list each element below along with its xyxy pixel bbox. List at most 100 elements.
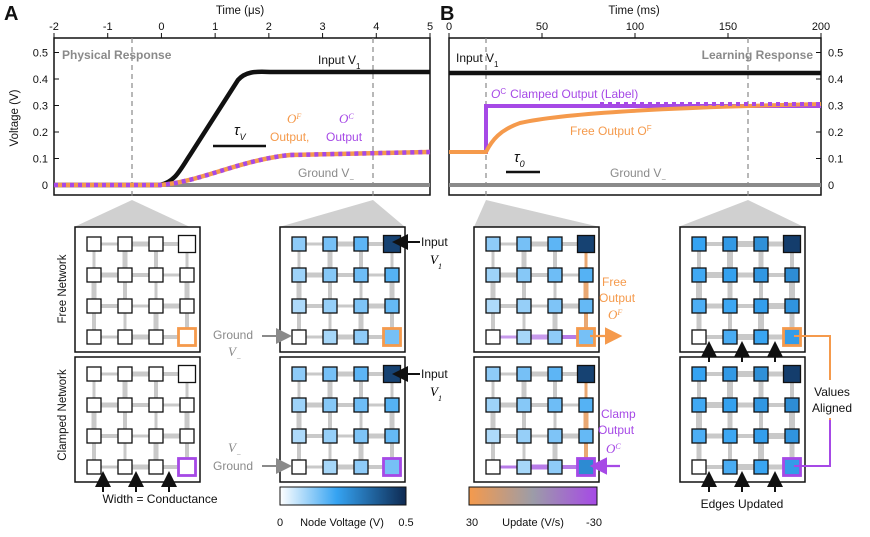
panel-b-voltage-tick-label: 0 — [828, 180, 834, 192]
panel-a-tau-label: τV — [234, 122, 247, 142]
network-node — [753, 366, 769, 382]
network-node — [322, 428, 338, 444]
panel-a-input-label: Input V1 — [318, 53, 361, 71]
panel-b-y-ticks: 0 0.1 0.2 0.3 0.4 0.5 — [816, 48, 843, 192]
network-node — [547, 459, 563, 475]
panel-a-output-oc-line — [54, 149, 431, 188]
network-node — [179, 267, 195, 283]
network-node — [784, 267, 800, 283]
network-node — [753, 236, 769, 252]
panel-b-ground-label: Ground V− — [610, 166, 666, 184]
network-node — [578, 298, 594, 314]
colorbar-node-voltage — [279, 486, 407, 506]
network-b-free-early — [473, 226, 600, 353]
network-node — [485, 298, 501, 314]
network-node — [578, 428, 594, 444]
network-node — [547, 329, 563, 345]
panel-a-title: Physical Response — [62, 48, 172, 62]
ground-v-a-free: V− — [228, 344, 241, 363]
network-node — [576, 457, 596, 477]
network-node — [117, 459, 133, 475]
network-node — [148, 267, 164, 283]
network-b-clamped-early — [473, 356, 600, 483]
panel-a-top-ticks: -2 -1 0 1 2 3 4 5 — [49, 21, 433, 38]
network-a-free-t0 — [74, 226, 201, 353]
panel-a-voltage-tick-label: 0 — [42, 180, 48, 192]
network-a-clamped-t0 — [74, 356, 201, 483]
network-node — [148, 298, 164, 314]
colorbar-a-min: 0 — [277, 517, 283, 529]
network-node — [547, 428, 563, 444]
panel-a-time-tick-label: 0 — [158, 21, 164, 33]
panel-a-voltage-tick-label: 0.3 — [33, 101, 48, 113]
network-node — [322, 459, 338, 475]
network-b-free-late — [679, 226, 806, 353]
network-node — [148, 397, 164, 413]
network-node — [291, 329, 307, 345]
network-node — [117, 366, 133, 382]
network-node — [177, 234, 197, 254]
panel-a-oc-label: OC — [339, 111, 354, 126]
panel-b-voltage-tick-label: 0.5 — [828, 48, 843, 60]
panel-a-input-line — [54, 69, 430, 188]
network-node — [691, 329, 707, 345]
free-output-label-2: Output — [599, 291, 636, 305]
network-node — [86, 236, 102, 252]
panel-a-ground-label: Ground V− — [298, 166, 354, 184]
network-node — [353, 298, 369, 314]
panel-b-voltage-tick-label: 0.3 — [828, 101, 843, 113]
network-node — [485, 397, 501, 413]
panel-a-time-tick-label: 1 — [212, 21, 218, 33]
network-node — [353, 459, 369, 475]
network-node — [485, 236, 501, 252]
network-node — [148, 459, 164, 475]
network-node — [148, 366, 164, 382]
edges-updated-note: Edges Updated — [701, 497, 784, 511]
network-node — [353, 428, 369, 444]
network-node — [148, 236, 164, 252]
panel-b-time-tick-label: 100 — [626, 21, 644, 33]
network-node — [117, 397, 133, 413]
network-node — [516, 366, 532, 382]
network-node — [384, 267, 400, 283]
network-node — [86, 366, 102, 382]
network-node — [578, 397, 594, 413]
panel-b-voltage-tick-label: 0.1 — [828, 154, 843, 166]
network-node — [516, 267, 532, 283]
input-v-a-clamped: V1 — [430, 384, 442, 403]
network-node — [576, 234, 596, 254]
network-node — [784, 298, 800, 314]
network-node — [117, 267, 133, 283]
colorbar-b-label: Update (V/s) — [502, 517, 564, 529]
network-node — [86, 428, 102, 444]
network-node — [353, 397, 369, 413]
network-node — [547, 298, 563, 314]
values-aligned-1: Values — [814, 385, 850, 399]
network-node — [578, 267, 594, 283]
panel-a-zoom-1 — [74, 200, 190, 227]
panel-b-time-tick-label: 0 — [446, 21, 452, 33]
network-node — [753, 459, 769, 475]
panel-b-voltage-tick-label: 0.4 — [828, 74, 843, 86]
values-aligned-purple — [794, 420, 831, 467]
colorbar-a-max: 0.5 — [398, 517, 413, 529]
network-node — [291, 459, 307, 475]
network-node — [382, 234, 402, 254]
input-label-a-free: Input — [421, 235, 448, 249]
network-node — [353, 236, 369, 252]
panel-b-time-tick-label: 200 — [812, 21, 830, 33]
network-node — [177, 457, 197, 477]
free-output-label-3: OF — [608, 307, 622, 322]
network-node — [148, 329, 164, 345]
network-node — [516, 459, 532, 475]
network-node — [117, 298, 133, 314]
panel-a-voltage-tick-label: 0.5 — [33, 48, 48, 60]
panel-a-y-ticks: 0 0.1 0.2 0.3 0.4 0.5 — [33, 48, 59, 192]
network-node — [722, 236, 738, 252]
network-node — [353, 267, 369, 283]
network-node — [384, 298, 400, 314]
panel-a-y-label: Voltage (V) — [9, 89, 21, 146]
network-node — [516, 397, 532, 413]
network-node — [485, 267, 501, 283]
network-node — [179, 428, 195, 444]
